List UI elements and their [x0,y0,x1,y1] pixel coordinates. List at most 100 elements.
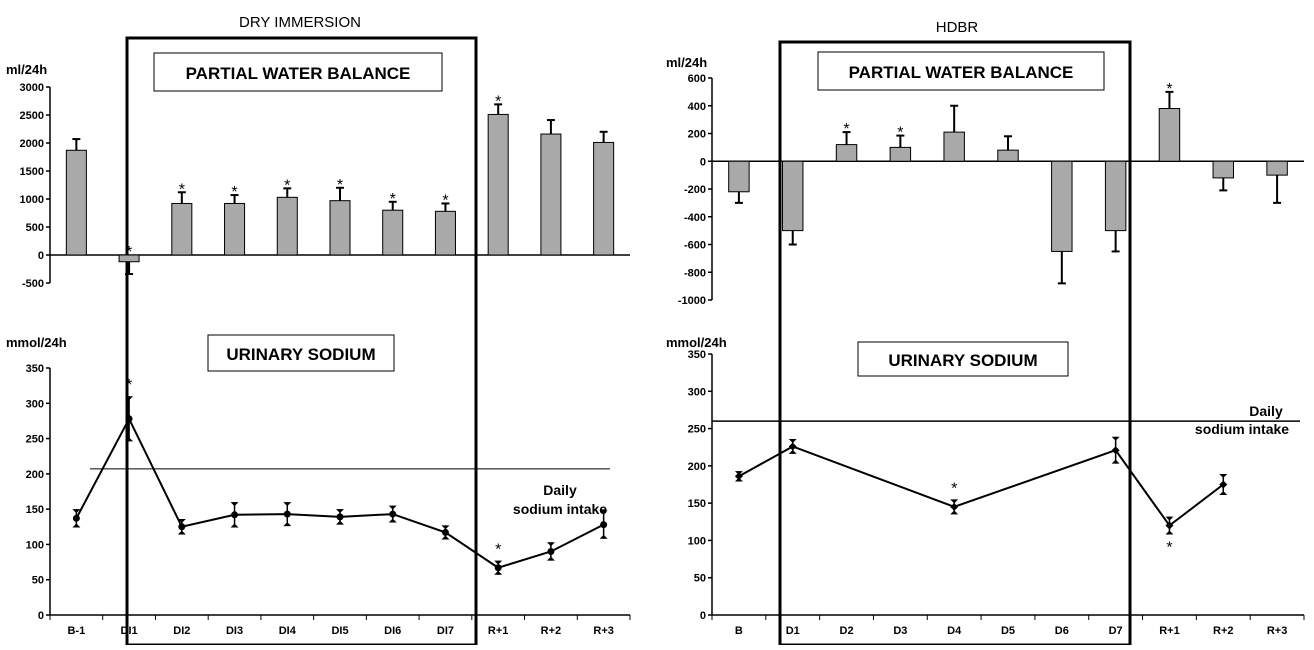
right-water-bar [1158,108,1181,162]
left-bottom-unit-label: mmol/24h [6,335,67,350]
left-sodium-point [178,523,186,531]
left-water-significance-star: * [126,244,132,261]
left-sodium-y-tick-label: 50 [32,575,44,587]
right-water-y-tick-label: 600 [688,73,706,85]
left-water-bar [276,196,298,256]
left-water-significance-star: * [390,191,396,208]
right-x-tick-label: R+1 [1159,625,1180,637]
left-water-significance-star: * [442,192,448,209]
left-sodium-point [72,514,80,522]
left-sodium-error-cap [336,520,344,525]
left-x-tick-label: R+1 [488,625,509,637]
right-ref-label-line1: Daily [1249,403,1283,419]
left-water-bar [540,133,562,256]
right-water-significance-star: * [897,125,903,142]
left-water-bar [224,202,246,256]
left-ref-label-line2: sodium intake [513,501,607,517]
right-water-bar [1212,160,1234,179]
right-top-label-box [817,51,1105,91]
left-x-tick-label: DI2 [173,625,190,637]
right-water-y-tick-label: -400 [684,212,706,224]
left-water-bar [593,141,615,256]
left-top-label-box [153,52,443,92]
left-sodium-error-cap [388,505,397,510]
left-sodium-error-cap [72,509,81,514]
right-x-tick-label: D3 [893,625,907,637]
right-sodium-y-tick-label: 350 [688,349,706,361]
left-water-significance-star: * [284,177,290,194]
right-sodium-point [734,472,743,481]
left-x-tick-label: B-1 [67,625,85,637]
right-sodium-point [788,442,797,451]
left-sodium-y-tick-label: 200 [26,469,44,481]
left-sodium-error-cap [441,535,450,540]
left-x-tick-label: DI3 [226,625,243,637]
left-x-tick-label: R+2 [541,625,562,637]
right-water-bar [997,149,1019,162]
left-sodium-y-tick-label: 0 [38,610,44,622]
left-sodium-y-tick-label: 100 [26,539,44,551]
left-water-y-tick-label: 0 [38,250,44,262]
right-x-tick-label: R+2 [1213,625,1234,637]
right-x-tick-label: D5 [1001,625,1015,637]
right-sodium-significance-star: * [951,480,957,497]
right-sodium-error-cap [950,499,959,504]
right-water-y-tick-label: -600 [684,240,706,252]
right-sodium-point [1111,446,1120,455]
right-x-tick-label: D6 [1055,625,1069,637]
right-x-tick-label: B [735,625,743,637]
left-panel-title: DRY IMMERSION [239,14,361,31]
left-x-tick-label: DI1 [121,625,138,637]
left-x-tick-label: R+3 [593,625,614,637]
right-top-box-label: PARTIAL WATER BALANCE [849,63,1074,82]
left-sodium-error-cap [125,396,134,401]
left-water-bar [329,200,351,256]
left-water-y-tick-label: 500 [26,222,44,234]
left-x-tick-label: DI7 [437,625,454,637]
left-water-bar [65,149,87,256]
right-water-y-tick-label: 0 [700,156,706,168]
right-sodium-error-cap [788,439,797,444]
left-sodium-error-cap [125,437,134,442]
left-sodium-point [494,564,502,572]
left-sodium-point [231,511,239,519]
right-sodium-y-tick-label: 100 [688,535,706,547]
left-sodium-error-cap [494,570,503,575]
left-top-box-label: PARTIAL WATER BALANCE [186,64,411,83]
right-sodium-y-tick-label: 200 [688,461,706,473]
right-x-tick-label: D7 [1109,625,1123,637]
left-sodium-error-cap [283,502,292,507]
left-sodium-point [389,510,397,518]
left-water-significance-star: * [231,184,237,201]
left-x-tick-label: DI6 [384,625,401,637]
right-sodium-y-tick-label: 250 [688,424,706,436]
right-sodium-y-tick-label: 0 [700,610,706,622]
left-sodium-y-tick-label: 250 [26,434,44,446]
right-sodium-series-line [738,445,1224,527]
left-sodium-y-tick-label: 300 [26,398,44,410]
left-sodium-error-cap [72,523,81,528]
left-x-tick-label: DI4 [279,625,297,637]
right-water-y-tick-label: -1000 [678,295,706,307]
right-water-y-tick-label: 400 [688,101,706,113]
right-x-tick-label: D4 [947,625,962,637]
left-sodium-series-line [75,416,605,569]
right-sodium-error-cap [1111,459,1120,464]
left-sodium-error-cap [283,522,292,527]
left-sodium-error-cap [546,556,555,561]
left-sodium-y-tick-label: 350 [26,363,44,375]
left-sodium-point [336,513,344,521]
left-ref-label-line1: Daily [543,482,577,498]
left-water-y-tick-label: -500 [22,278,44,290]
right-bottom-box-label: URINARY SODIUM [888,351,1037,370]
right-water-bar [889,146,912,162]
right-bottom-label-box [857,341,1069,377]
left-sodium-point [441,528,449,536]
left-sodium-error-cap [599,534,608,539]
left-water-bar [434,210,456,256]
left-water-bar [171,202,193,256]
left-water-bar [382,209,404,256]
left-sodium-error-cap [177,519,186,524]
left-water-significance-star: * [495,93,501,110]
